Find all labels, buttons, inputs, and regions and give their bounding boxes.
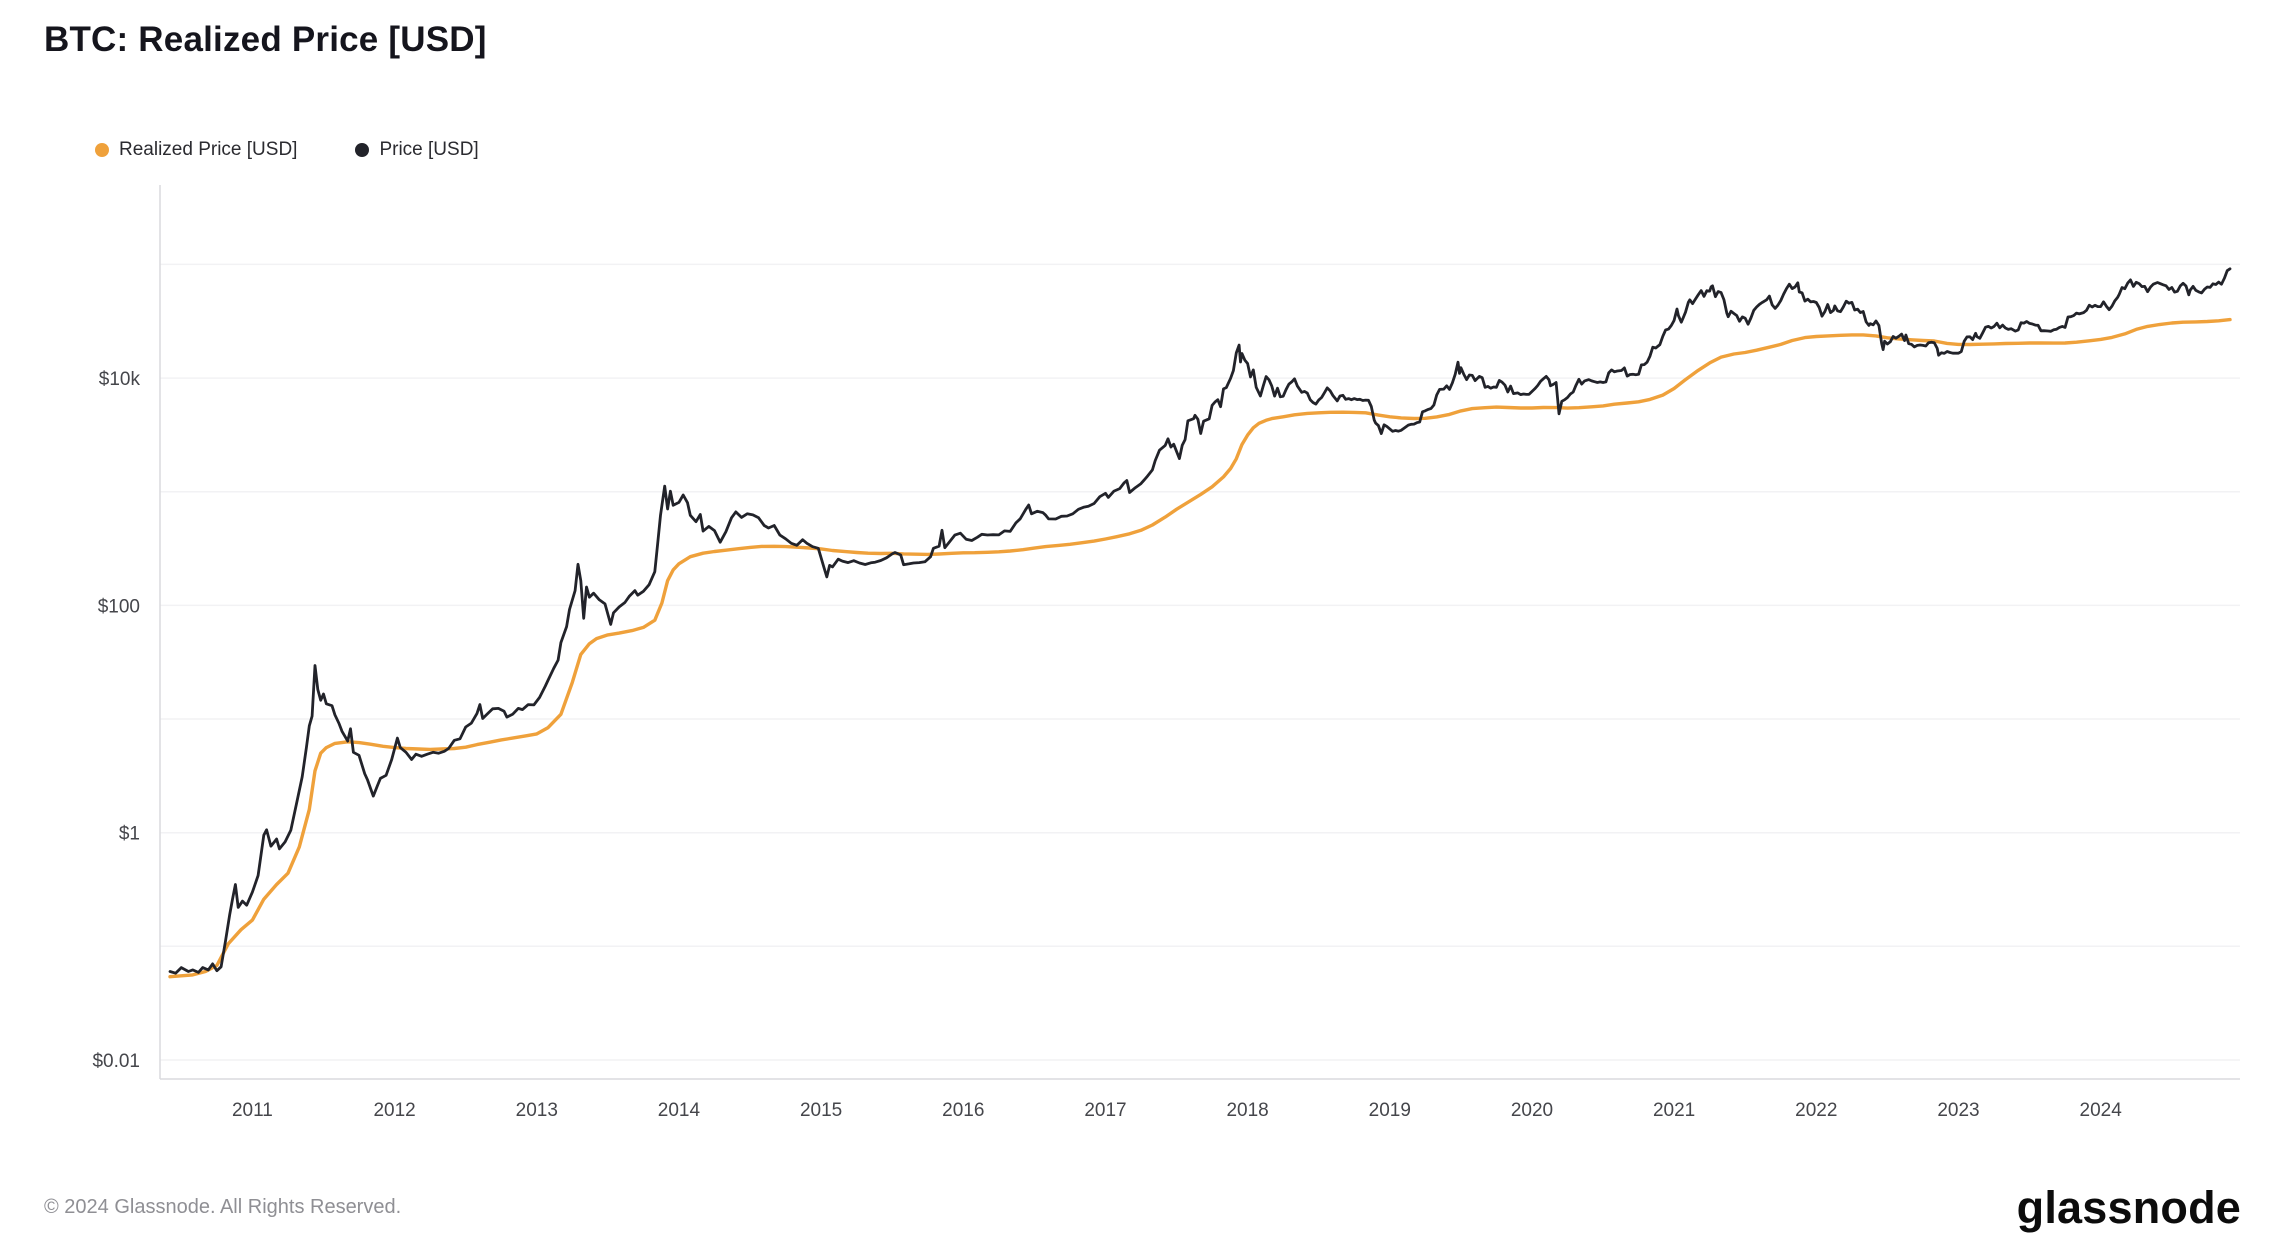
y-tick-label: $1: [119, 824, 140, 845]
y-tick-label: $10k: [99, 369, 141, 390]
legend-label-price: Price [USD]: [379, 139, 479, 160]
x-tick-label: 2011: [232, 1100, 273, 1121]
chart-legend: Realized Price [USD] Price [USD]: [95, 139, 479, 161]
x-tick-label: 2023: [1937, 1100, 1979, 1121]
legend-item-price[interactable]: Price [USD]: [355, 139, 479, 161]
glassnode-logo[interactable]: glassnode: [2016, 1182, 2241, 1233]
legend-swatch-price-icon: [355, 143, 370, 157]
x-tick-label: 2015: [800, 1100, 842, 1121]
x-tick-label: 2017: [1084, 1100, 1126, 1121]
y-tick-label: $100: [98, 596, 140, 617]
x-tick-label: 2021: [1653, 1100, 1695, 1121]
x-tick-label: 2022: [1795, 1100, 1837, 1121]
legend-item-realized-price[interactable]: Realized Price [USD]: [95, 139, 297, 161]
x-tick-label: 2013: [516, 1100, 558, 1121]
realized-price-line[interactable]: [168, 317, 2232, 979]
price-line[interactable]: [168, 267, 2232, 975]
x-tick-label: 2019: [1369, 1100, 1411, 1121]
copyright-text: © 2024 Glassnode. All Rights Reserved.: [44, 1196, 402, 1218]
x-tick-label: 2020: [1511, 1100, 1553, 1121]
y-tick-label: $0.01: [92, 1051, 140, 1072]
chart-title: BTC: Realized Price [USD]: [44, 20, 487, 59]
legend-swatch-realized-price-icon: [95, 143, 109, 157]
x-tick-label: 2016: [942, 1100, 984, 1121]
legend-label-realized-price: Realized Price [USD]: [119, 139, 298, 160]
x-tick-label: 2014: [658, 1100, 701, 1121]
x-tick-label: 2024: [2080, 1100, 2123, 1121]
x-tick-label: 2018: [1226, 1100, 1268, 1121]
x-tick-label: 2012: [373, 1100, 415, 1121]
